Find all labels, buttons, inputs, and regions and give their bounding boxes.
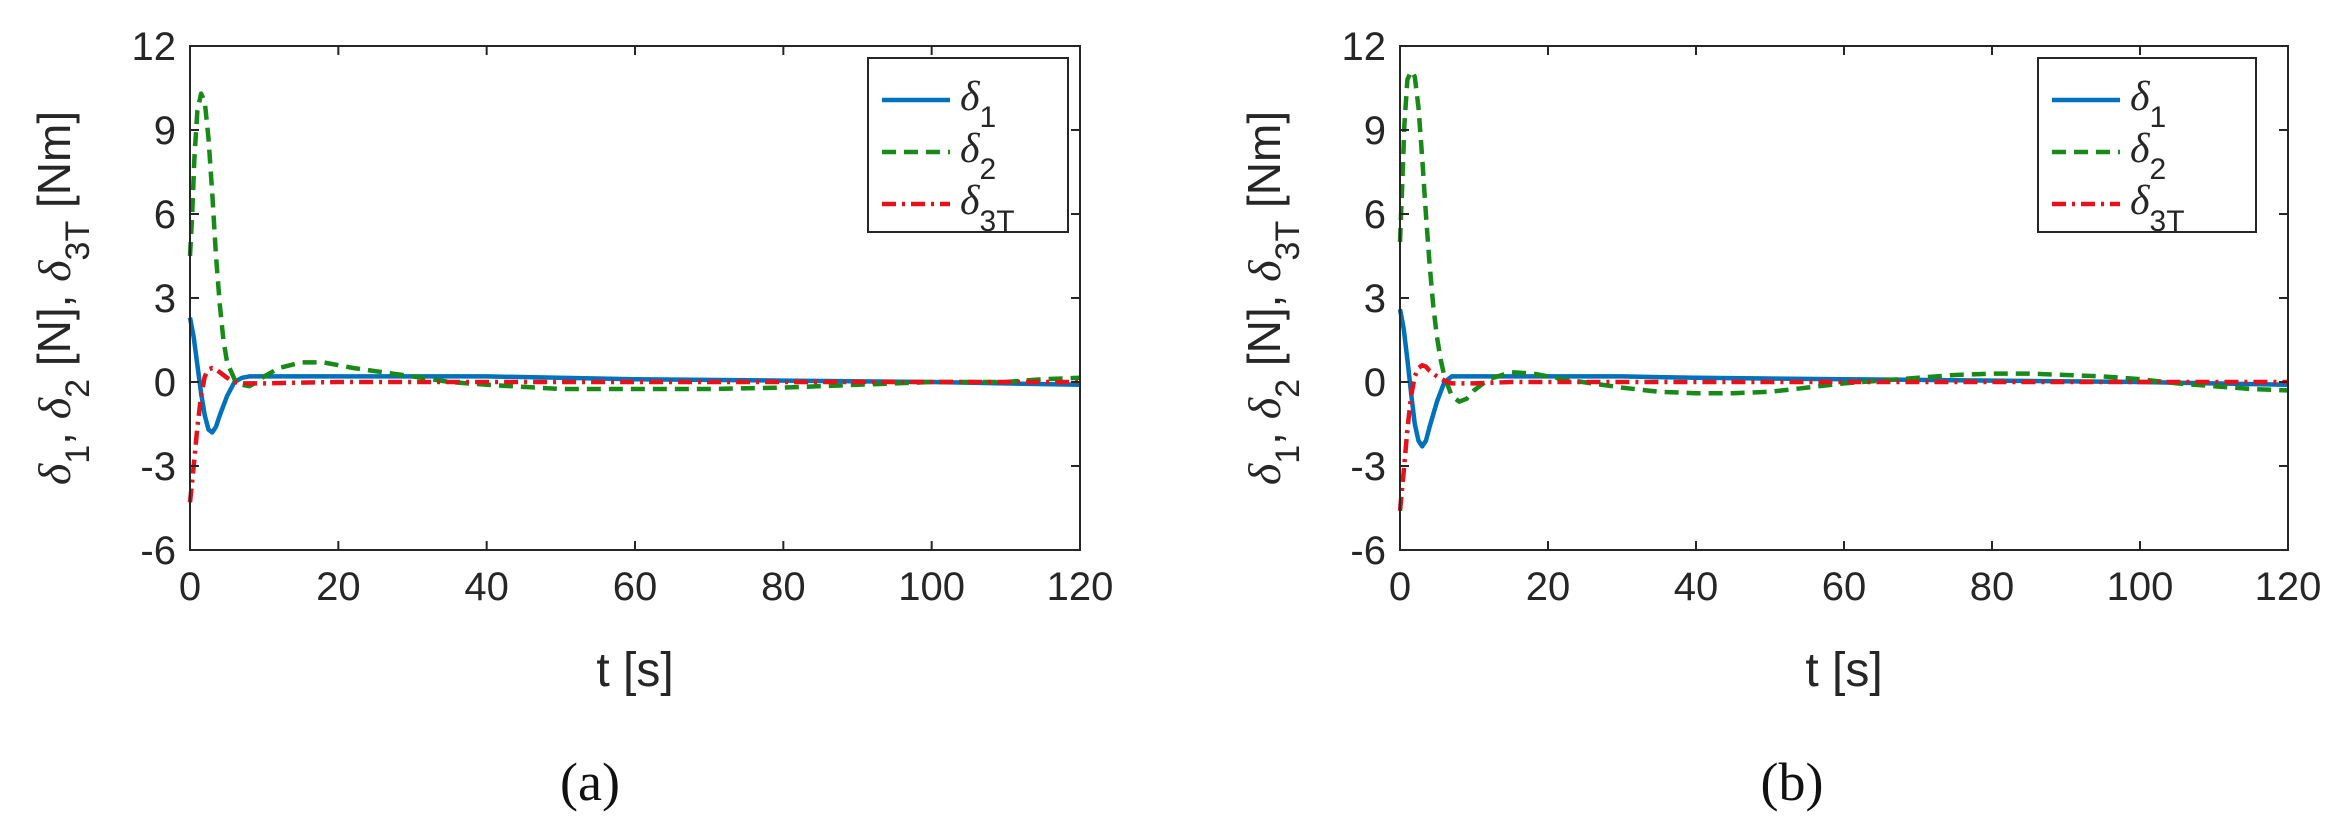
y-tick-label: -3 [140,445,176,489]
x-tick-label: 0 [1389,565,1411,609]
legend-label: δ2 [2130,126,2166,186]
x-tick-label: 20 [1526,565,1571,609]
series-layer [1397,68,2289,512]
x-tick-label: 80 [1970,565,2015,609]
x-tick-label: 100 [898,565,965,609]
panel-b: 0 20 40 60 80 100 120 -6 -3 0 3 6 9 12 t [s] δ1, δ2 [… [1238,25,2321,812]
x-tick-label: 40 [464,565,509,609]
series-line-2 [187,91,1081,392]
x-tick-label: 20 [316,565,361,609]
y-axis-label: δ1, δ2 [N], δ3T [Nm] [28,111,97,485]
panel-caption: (a) [560,752,620,812]
y-tick-label: -6 [140,529,176,573]
y-tick-label: 0 [154,361,176,405]
legend-label: δ2 [960,126,996,186]
y-tick-label: 0 [1364,361,1386,405]
x-tick-label: 40 [1674,565,1719,609]
legend-label: δ1 [2130,74,2166,134]
x-axis-label: t [s] [1805,644,1882,697]
y-tick-label: 9 [154,109,176,153]
y-tick-label: 12 [1342,25,1387,69]
x-axis-label: t [s] [596,644,673,697]
series-line-2 [1397,68,2289,404]
series-layer [187,91,1081,503]
y-tick-label: 3 [154,277,176,321]
series-line-1 [187,317,1081,435]
series-line-1 [1397,308,2289,449]
axes-layer: 0 20 40 60 80 100 120 -6 -3 0 3 6 9 12 [132,25,1114,609]
x-tick-label: 120 [2255,565,2322,609]
legend-box [867,57,1069,233]
series-line-3 [187,365,1080,503]
x-tick-label: 0 [179,565,201,609]
panel-caption: (b) [1761,752,1824,812]
y-tick-label: 9 [1364,109,1386,153]
x-tick-label: 120 [1047,565,1114,609]
series-line-3 [1397,362,2288,512]
y-tick-label: -6 [1350,529,1386,573]
panel-a: 0 20 40 60 80 100 120 -6 -3 0 3 6 9 12 t [s] δ1, δ2 [… [28,25,1113,812]
y-tick-label: 3 [1364,277,1386,321]
x-tick-label: 60 [613,565,658,609]
y-axis-label: δ1, δ2 [N], δ3T [Nm] [1238,111,1307,485]
y-tick-label: 6 [1364,193,1386,237]
x-tick-label: 60 [1822,565,1867,609]
x-tick-label: 100 [2107,565,2174,609]
y-tick-label: -3 [1350,445,1386,489]
x-tick-label: 80 [761,565,806,609]
y-tick-label: 6 [154,193,176,237]
legend-label: δ1 [960,74,996,134]
legend-label: δ3T [2130,178,2185,238]
axes-layer: 0 20 40 60 80 100 120 -6 -3 0 3 6 9 12 [1342,25,2322,609]
legend-label: δ3T [960,178,1015,238]
y-tick-label: 12 [132,25,177,69]
